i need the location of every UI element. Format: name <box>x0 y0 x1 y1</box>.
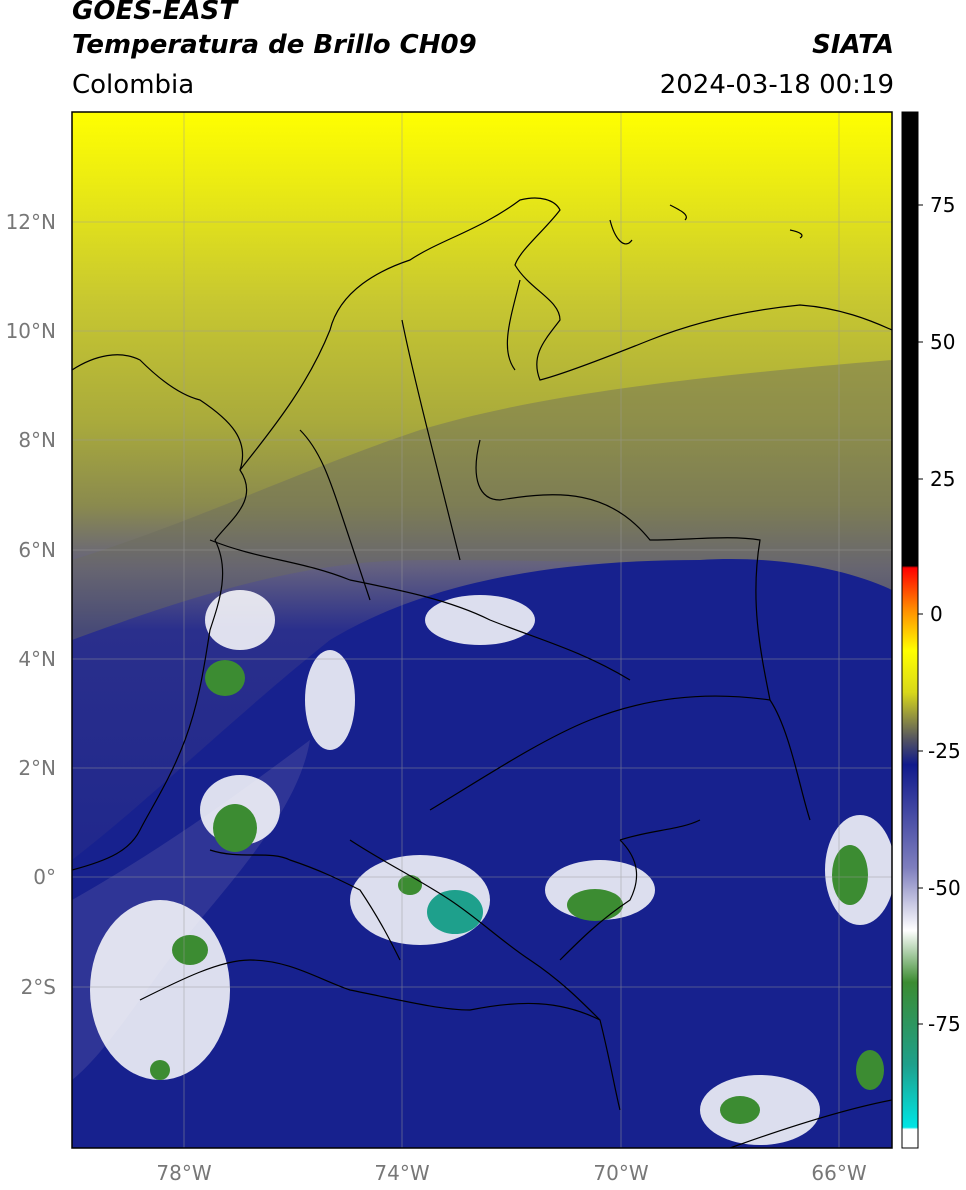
colorbar-tick-label: 25 <box>930 467 955 491</box>
cold-cloud-region <box>72 559 892 1148</box>
colorbar-ticks <box>918 204 923 1025</box>
colorbar <box>901 111 919 1149</box>
lat-label: 10°N <box>6 319 56 343</box>
lat-label: 4°N <box>18 647 56 671</box>
lon-label: 66°W <box>811 1161 866 1185</box>
lat-label: 12°N <box>6 210 56 234</box>
colorbar-tick-label: 75 <box>930 193 955 217</box>
gridlines <box>72 112 892 1148</box>
lat-label: 2°N <box>18 756 56 780</box>
lat-label: 8°N <box>18 428 56 452</box>
datetime-label: 2024-03-18 00:19 <box>659 70 894 100</box>
coastlines-borders <box>72 197 892 1148</box>
lon-label: 74°W <box>374 1161 429 1185</box>
lat-label: 6°N <box>18 538 56 562</box>
map-frame <box>71 111 893 1149</box>
lon-label: 78°W <box>156 1161 211 1185</box>
satellite-title: GOES-EAST <box>72 0 238 26</box>
region-label: Colombia <box>72 70 195 100</box>
colorbar-tick-label: -75 <box>928 1012 961 1036</box>
mid-level-band <box>72 360 892 640</box>
lat-label: 0° <box>33 865 56 889</box>
agency-label: SIATA <box>812 30 894 60</box>
product-title: Temperatura de Brillo CH09 <box>72 30 477 60</box>
cold-cores <box>150 660 884 1124</box>
colorbar-tick-label: 50 <box>930 330 955 354</box>
lon-label: 70°W <box>593 1161 648 1185</box>
lat-label: 2°S <box>21 975 56 999</box>
colorbar-tick-label: 0 <box>930 602 943 626</box>
colorbar-tick-label: -25 <box>928 739 961 763</box>
colorbar-tick-label: -50 <box>928 876 961 900</box>
